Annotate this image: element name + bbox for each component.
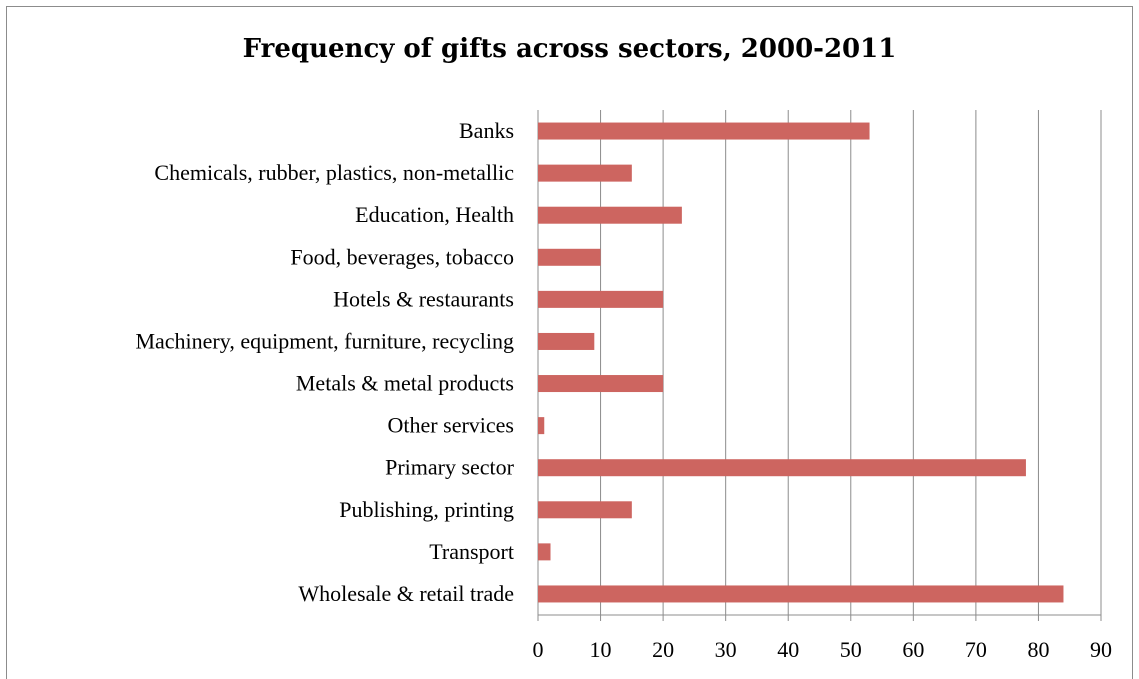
category-labels: Banks Chemicals, rubber, plastics, non-me… (135, 118, 514, 606)
bar (538, 543, 551, 561)
category-label: Primary sector (385, 455, 515, 480)
category-label: Wholesale & retail trade (298, 581, 514, 606)
category-label: Hotels & restaurants (333, 286, 514, 311)
x-tick-label: 50 (840, 637, 862, 662)
x-tick-label: 30 (715, 637, 737, 662)
bar (538, 417, 545, 435)
category-label: Metals & metal products (296, 371, 514, 396)
bar (538, 501, 632, 519)
bar (538, 206, 682, 224)
category-label: Chemicals, rubber, plastics, non-metalli… (154, 160, 514, 185)
x-tick-label: 90 (1090, 637, 1112, 662)
category-label: Banks (459, 118, 514, 143)
category-label: Publishing, printing (339, 497, 514, 522)
bar (538, 375, 664, 393)
grid-lines (537, 110, 1102, 621)
x-tick-label: 40 (777, 637, 799, 662)
bar (538, 332, 595, 350)
x-tick-label: 60 (902, 637, 924, 662)
bars (538, 122, 1064, 603)
chart-frame (6, 6, 1133, 679)
bar (538, 248, 601, 266)
x-tick-label: 10 (590, 637, 612, 662)
bar (538, 164, 632, 182)
x-tick-label: 80 (1027, 637, 1049, 662)
bar (538, 122, 870, 140)
x-axis-ticks: 0 10 20 30 40 50 60 70 80 90 (533, 637, 1113, 662)
category-label: Machinery, equipment, furniture, recycli… (135, 328, 514, 353)
bar (538, 290, 664, 308)
category-label: Education, Health (355, 202, 514, 227)
x-tick-label: 70 (965, 637, 987, 662)
category-label: Other services (388, 413, 514, 438)
chart-title: Frequency of gifts across sectors, 2000-… (242, 34, 897, 64)
category-label: Food, beverages, tobacco (290, 244, 514, 269)
bar (538, 459, 1026, 477)
x-tick-label: 20 (652, 637, 674, 662)
category-label: Transport (429, 539, 514, 564)
bar (538, 585, 1064, 603)
x-tick-label: 0 (533, 637, 544, 662)
